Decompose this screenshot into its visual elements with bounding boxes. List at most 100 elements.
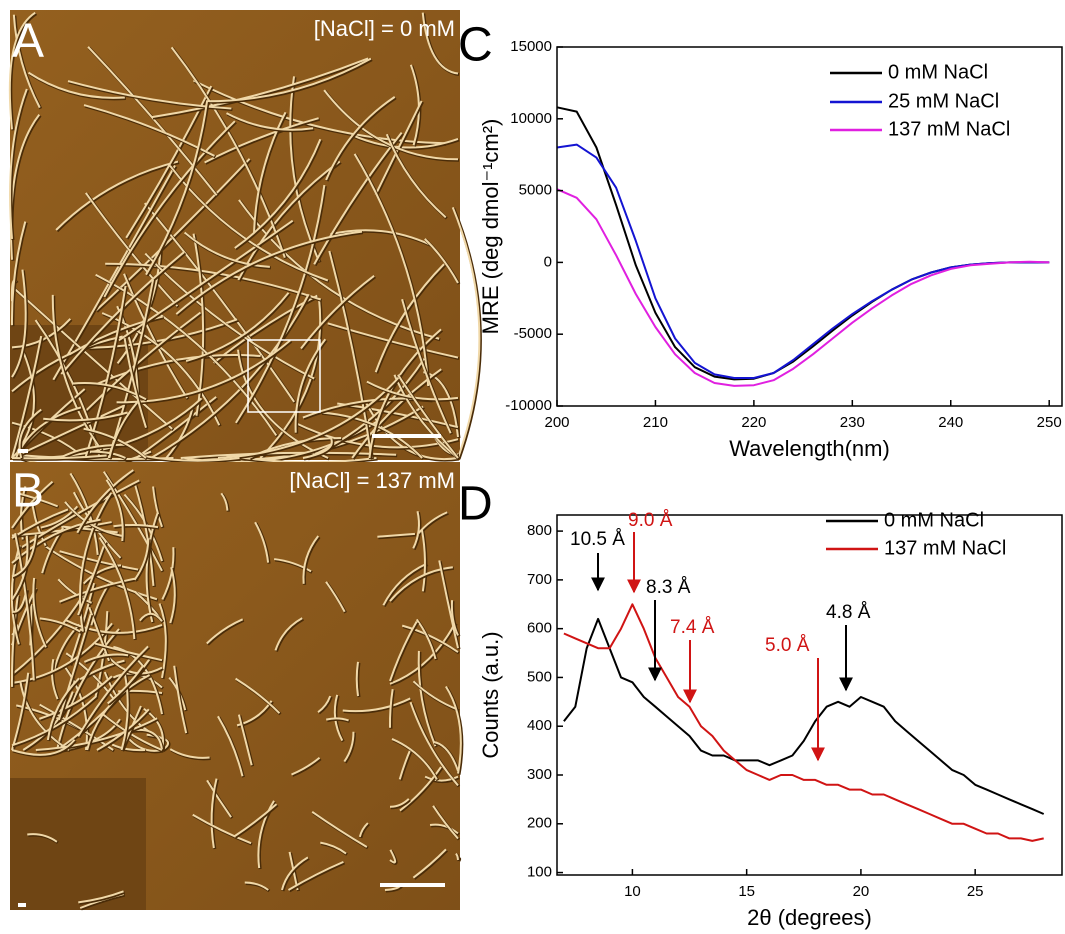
panel-label: D [458,478,493,531]
fiber [234,138,322,249]
fiber [139,612,163,622]
fiber [445,685,462,774]
fiber [409,701,459,787]
fiber [438,560,459,649]
y-tick-label: -10000 [505,397,552,414]
fiber [175,230,363,315]
fiber [102,471,163,572]
fiber [125,85,213,239]
fiber [169,748,210,759]
fiber [302,437,333,459]
fiber [78,890,124,904]
fiber [320,841,347,855]
fiber-shadow [218,377,401,461]
fiber [12,14,41,109]
fiber-shadow [351,369,444,460]
fiber [18,408,42,459]
fiber-shadow [390,623,458,687]
fiber [145,100,209,276]
y-tick-label: 400 [527,717,552,734]
fiber [385,133,447,219]
fiber [358,822,369,838]
fiber [259,299,322,459]
fiber [22,691,74,751]
fiber [12,286,173,430]
fiber-shadow [23,692,76,753]
fiber [84,285,127,459]
fiber [237,714,253,766]
fiber [401,624,459,653]
fiber [287,860,344,891]
fiber [192,79,446,145]
fiber [105,479,124,542]
fiber [399,766,442,812]
fiber [226,112,314,131]
fiber-shadow [80,893,126,911]
image-annotation: [NaCl] = 0 mM [314,16,455,41]
fiber-shadow [9,12,38,131]
fiber-shadow [234,139,323,251]
peak-label: 7.4 Å [670,617,715,638]
fiber [432,805,459,840]
x-tick-label: 210 [643,414,668,431]
y-tick-label: 10000 [510,110,552,127]
fiber [87,46,218,196]
fiber [323,89,459,161]
fiber [9,88,28,240]
fiber [46,677,80,741]
fiber [53,623,80,670]
fiber [11,335,123,393]
fiber [11,695,98,747]
fiber [56,628,120,751]
fiber [377,532,416,538]
fiber-shadow [389,689,396,729]
fiber [27,833,58,843]
fiber [11,739,76,756]
plot-frame [556,46,1063,407]
fiber-shadow [204,117,321,165]
fiber [451,206,481,459]
panel-label: B [12,465,44,518]
fiber [170,46,286,258]
fiber [152,486,163,528]
fiber-shadow [79,890,126,905]
fiber [429,823,459,835]
fiber [233,803,278,838]
fiber [432,740,459,772]
fiber [169,165,329,282]
fiber-shadow [108,401,140,460]
y-tick-label: 0 [544,253,552,270]
fiber [32,577,47,648]
fiber [374,263,445,373]
fiber [11,318,72,349]
fiber [11,672,30,751]
fiber [173,665,188,734]
fiber [183,231,270,268]
fiber [291,757,321,776]
fiber [342,697,411,713]
fiber [391,737,438,780]
fiber [192,813,252,845]
fiber [57,613,92,721]
y-tick-label: 600 [527,620,552,637]
fiber [51,294,103,451]
fiber [353,153,430,387]
fiber [77,645,149,737]
fiber-shadow [383,563,429,607]
fiber [274,617,303,651]
fiber [105,262,322,301]
fiber-shadow [206,618,245,646]
legend-label: 137 mM NaCl [888,118,1010,140]
fiber-shadow [11,222,28,327]
fiber [302,535,320,584]
series-line [556,188,1050,387]
plot-frame [556,514,1063,876]
fiber [281,856,309,891]
fiber [11,622,113,684]
fiber-shadow [344,732,356,764]
fiber [450,600,459,636]
fiber [206,57,372,103]
fiber [143,202,295,403]
fiber [52,164,176,381]
image-annotation: [NaCl] = 137 mM [289,468,455,493]
